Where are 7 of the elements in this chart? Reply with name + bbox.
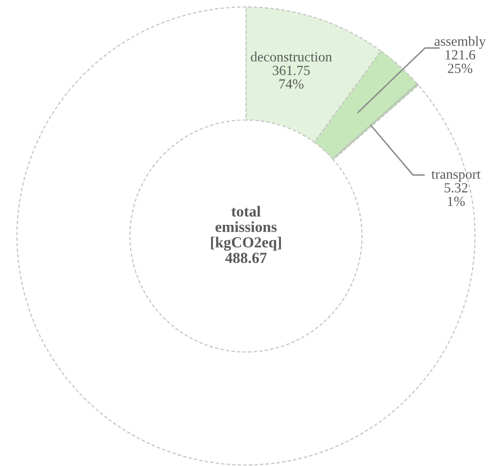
data-label: 361.75 74% bbox=[272, 66, 310, 89]
data-label: 121.6 25% bbox=[446, 50, 476, 74]
text: total emissions [kgCO2eq] 488.67 bbox=[211, 206, 281, 264]
data-label: 5.32 1% bbox=[444, 183, 468, 206]
slice-label: transport bbox=[431, 170, 481, 182]
slice-label: deconstruction bbox=[250, 52, 332, 62]
slice-label: assembly bbox=[434, 36, 486, 49]
